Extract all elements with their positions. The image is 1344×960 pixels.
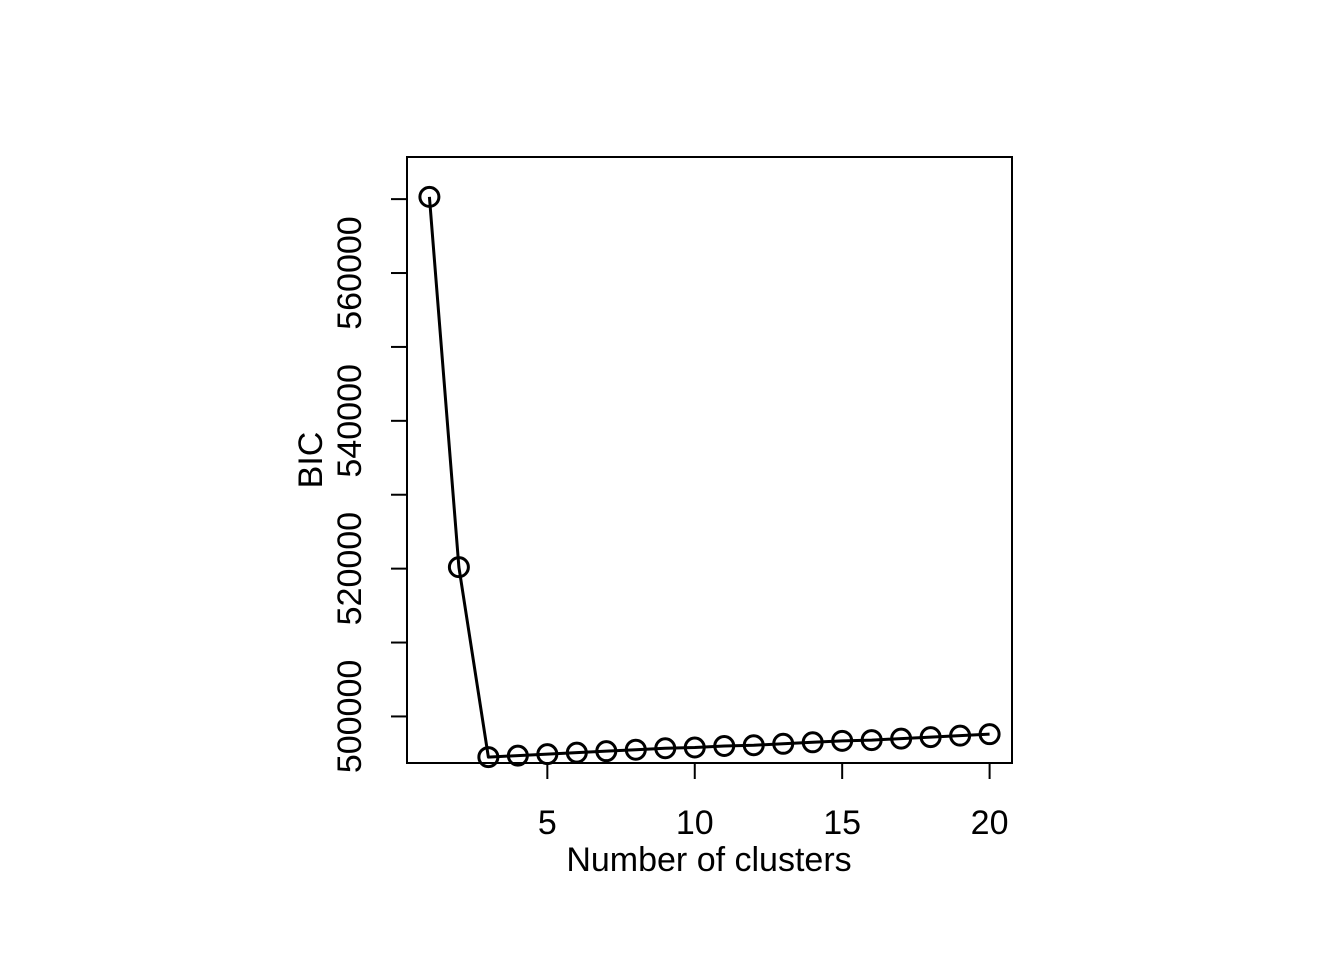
y-tick-label: 540000 <box>331 364 369 477</box>
data-point-17 <box>890 727 913 750</box>
data-point-19 <box>949 724 972 747</box>
data-point-20 <box>978 723 1001 746</box>
data-point-11 <box>713 735 736 758</box>
data-point-9 <box>654 737 677 760</box>
series-layer <box>418 185 1001 769</box>
plot-frame <box>406 156 1013 764</box>
data-point-10 <box>683 736 706 759</box>
data-point-4 <box>506 744 529 767</box>
data-point-1 <box>418 185 441 208</box>
series-line <box>427 196 990 759</box>
x-axis: 5 10 15 20 <box>538 763 1009 842</box>
y-axis: 500000 520000 540000 560000 <box>331 198 407 773</box>
data-point-16 <box>860 729 883 752</box>
x-tick-label: 5 <box>538 804 557 842</box>
data-point-5 <box>536 743 559 766</box>
y-tick-label: 500000 <box>331 660 369 773</box>
data-point-18 <box>919 726 942 749</box>
y-axis-label: BIC <box>292 432 330 489</box>
x-tick-label: 20 <box>971 804 1009 842</box>
data-point-7 <box>595 740 618 763</box>
x-tick-label: 15 <box>823 804 861 842</box>
data-point-2 <box>447 556 470 579</box>
y-tick-label: 520000 <box>331 512 369 625</box>
data-point-6 <box>565 741 588 764</box>
x-tick-label: 10 <box>676 804 714 842</box>
data-point-13 <box>772 732 795 755</box>
y-tick-label: 560000 <box>331 216 369 329</box>
data-point-8 <box>624 738 647 761</box>
data-point-12 <box>742 734 765 757</box>
x-axis-label: Number of clusters <box>566 841 851 879</box>
data-point-3 <box>477 746 500 769</box>
data-point-14 <box>801 731 824 754</box>
data-point-15 <box>831 729 854 752</box>
